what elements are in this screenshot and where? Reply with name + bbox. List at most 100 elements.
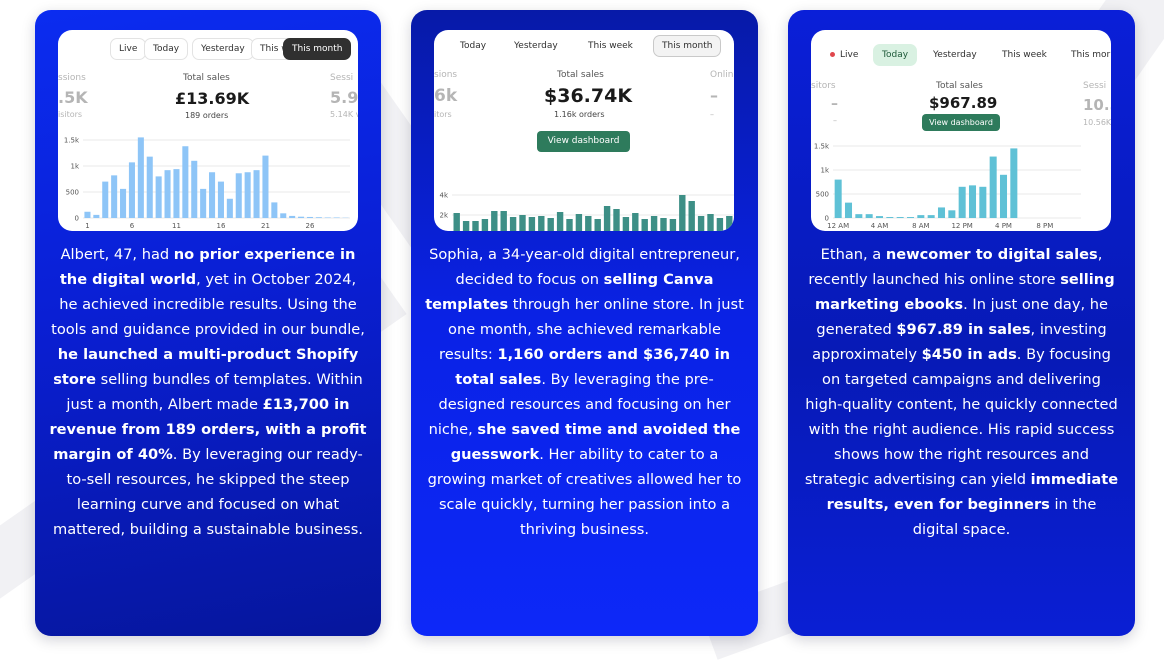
chart-bar — [595, 219, 601, 231]
visitors-label: isitors — [58, 110, 82, 119]
tab-this-week[interactable]: This week — [579, 35, 642, 57]
chart-bar — [548, 218, 554, 231]
chart-bar — [138, 137, 144, 218]
tab-yesterday[interactable]: Yesterday — [192, 38, 254, 60]
chart-bar — [642, 219, 648, 231]
dashboard-screenshot: Today Yesterday This week This month sio… — [434, 30, 734, 231]
y-tick-label: 0 — [75, 215, 79, 223]
chart-bar — [689, 201, 695, 231]
chart-bar — [886, 217, 893, 218]
chart-bar — [254, 170, 260, 218]
body-text: . By focusing on targeted campaigns and … — [805, 346, 1118, 488]
tab-yesterday[interactable]: Yesterday — [505, 35, 567, 57]
chart-bar — [835, 180, 842, 218]
y-tick-label: 1.5k — [64, 137, 80, 145]
chart-bar — [948, 210, 955, 218]
tab-this-month[interactable]: This mor — [1062, 44, 1111, 66]
chart-bar — [855, 214, 862, 218]
dashboard-screenshot: Live Today Yesterday This week This mont… — [58, 30, 358, 231]
date-range-tabs: Live Today Yesterday This week This mont… — [58, 38, 358, 60]
testimonial-text: Ethan, a newcomer to digital sales, rece… — [802, 242, 1121, 542]
chart-bar — [84, 212, 90, 218]
chart-bar — [651, 216, 657, 231]
highlight-text: newcomer to digital sales — [886, 246, 1098, 263]
tab-today[interactable]: Today — [451, 35, 495, 57]
sessions-label: sions — [434, 70, 457, 80]
chart-bar — [717, 218, 723, 231]
tab-yesterday[interactable]: Yesterday — [924, 44, 986, 66]
chart-bar — [325, 217, 331, 218]
body-text: Albert, 47, had — [61, 246, 174, 263]
tab-today[interactable]: Today — [144, 38, 188, 60]
chart-bar — [510, 217, 516, 231]
chart-bar — [917, 215, 924, 218]
chart-bar — [111, 175, 117, 218]
total-sales-value: $36.74K — [544, 85, 632, 107]
orders-count: 189 orders — [185, 111, 228, 120]
chart-bar — [604, 206, 610, 231]
chart-bar — [463, 221, 469, 231]
chart-bar — [209, 172, 215, 218]
chart-bar — [897, 217, 904, 218]
chart-bar — [334, 217, 340, 218]
tab-live[interactable]: Live — [821, 44, 867, 66]
live-indicator-icon — [830, 52, 835, 57]
chart-bar — [298, 217, 304, 218]
total-sales-label: Total sales — [557, 70, 604, 80]
chart-bar — [289, 216, 295, 218]
y-tick-label: 1k — [820, 167, 829, 175]
chart-bar — [472, 221, 478, 231]
chart-bar — [726, 216, 732, 231]
view-dashboard-button[interactable]: View dashboard — [537, 131, 630, 152]
chart-bar — [876, 216, 883, 218]
sessions-value: 10.5 — [1083, 96, 1111, 114]
y-tick-label: 4k — [439, 192, 448, 200]
x-tick-label: 4 AM — [871, 222, 889, 230]
x-tick-label: 26 — [305, 222, 314, 230]
online-sub: – — [710, 110, 714, 119]
sessions-label-right: Sessi — [330, 73, 353, 83]
chart-bar — [454, 213, 460, 231]
tab-this-month[interactable]: This month — [653, 35, 721, 57]
chart-bar — [307, 217, 313, 218]
chart-bar — [191, 161, 197, 218]
tab-this-week[interactable]: This week — [993, 44, 1056, 66]
chart-bar — [165, 170, 171, 218]
testimonial-text: Sophia, a 34-year-old digital entreprene… — [425, 242, 744, 542]
tab-today[interactable]: Today — [873, 44, 917, 66]
chart-bar — [632, 213, 638, 231]
chart-bar — [245, 172, 251, 218]
tab-this-month[interactable]: This month — [283, 38, 351, 60]
chart-bar — [262, 156, 268, 218]
chart-bar — [928, 215, 935, 218]
total-sales-label: Total sales — [183, 73, 230, 83]
chart-bar — [491, 211, 497, 231]
visitors-label: sitors — [811, 81, 836, 91]
view-dashboard-button[interactable]: View dashboard — [922, 114, 1000, 131]
tab-live-label: Live — [840, 50, 858, 60]
highlight-text: $450 in ads — [922, 346, 1017, 363]
sessions-value-right: 5.9 — [330, 88, 358, 107]
chart-bar — [660, 218, 666, 231]
date-range-tabs: Live Today Yesterday This week This mor — [811, 44, 1111, 66]
chart-bar — [316, 217, 322, 218]
sessions-sub: 10.56K — [1083, 118, 1111, 127]
chart-bar — [271, 202, 277, 218]
x-tick-label: 12 AM — [827, 222, 849, 230]
x-tick-label: 16 — [216, 222, 225, 230]
chart-bar — [147, 157, 153, 218]
chart-bar — [529, 217, 535, 231]
sessions-label: Sessi — [1083, 81, 1106, 91]
x-tick-label: 12 PM — [951, 222, 972, 230]
chart-bar — [979, 187, 986, 218]
x-tick-label: 1 — [85, 222, 89, 230]
dashboard-screenshot: Live Today Yesterday This week This mor … — [811, 30, 1111, 231]
y-tick-label: 2k — [439, 212, 448, 220]
chart-bar — [227, 199, 233, 218]
chart-bar — [585, 216, 591, 231]
tab-live[interactable]: Live — [110, 38, 146, 60]
sessions-value: .5K — [58, 88, 88, 107]
total-sales-value: $967.89 — [929, 94, 997, 112]
chart-bar — [173, 169, 179, 218]
testimonial-card-ethan: Live Today Yesterday This week This mor … — [788, 10, 1135, 636]
